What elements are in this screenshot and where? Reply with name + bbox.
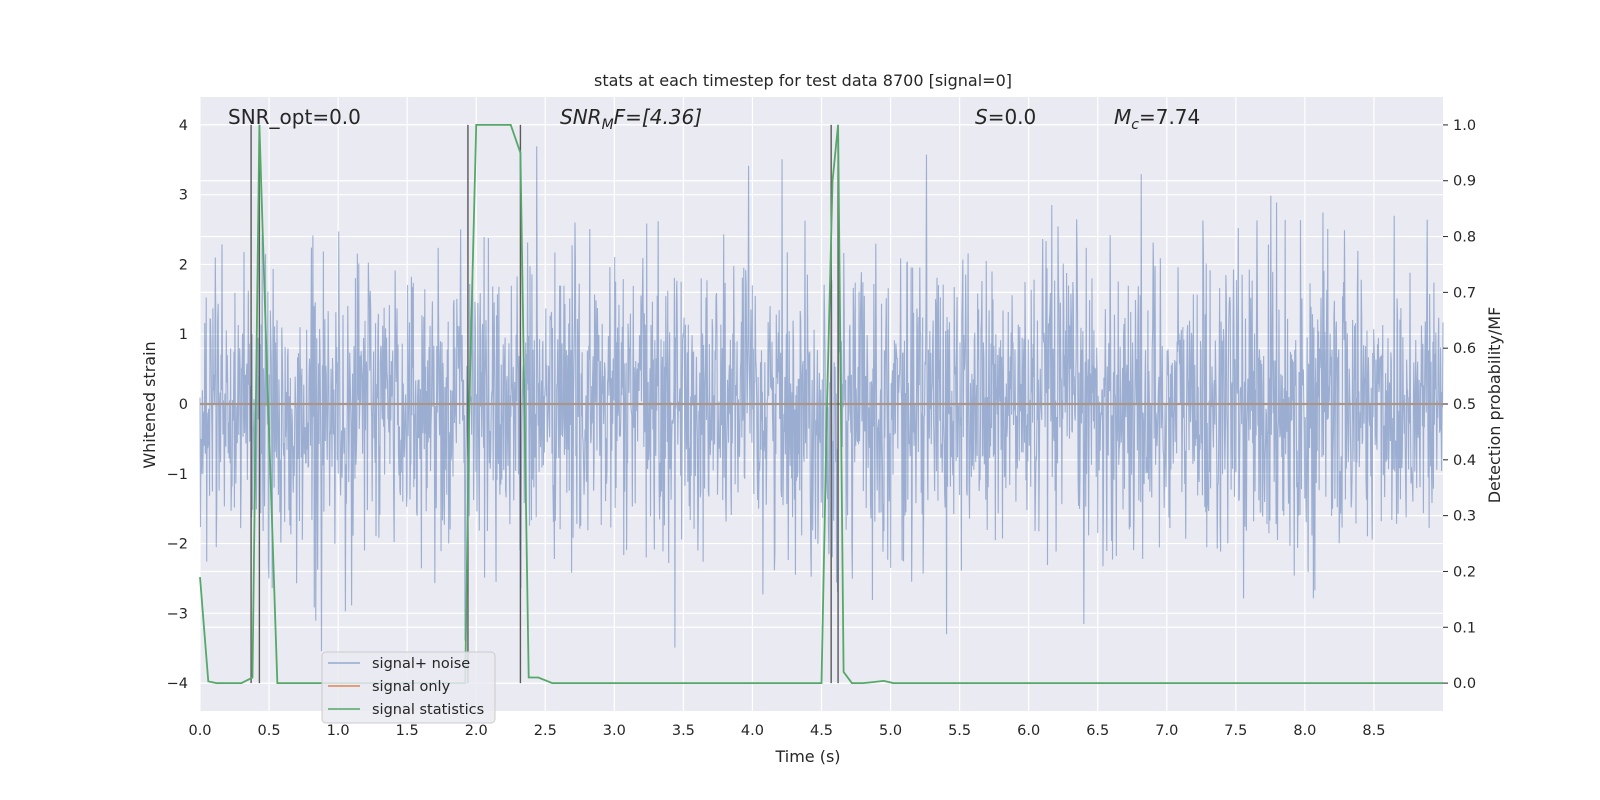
x-tick-label: 1.0 xyxy=(327,723,350,739)
x-tick-label: 2.0 xyxy=(465,723,488,739)
annotation-snr-mf: SNRMF=[4.36] xyxy=(560,105,702,133)
x-tick-label: 4.5 xyxy=(810,723,833,739)
y-tick-label: 1 xyxy=(179,327,188,343)
x-tick-label: 1.5 xyxy=(396,723,419,739)
y-right-tick-label: 0.4 xyxy=(1453,453,1476,469)
x-tick-label: 8.0 xyxy=(1293,723,1316,739)
x-tick-label: 6.0 xyxy=(1017,723,1040,739)
annotation-s-rest: =0.0 xyxy=(988,105,1037,129)
y-right-tick-label: 0.0 xyxy=(1453,676,1476,692)
annotation-mc-italic: M xyxy=(1114,105,1131,129)
x-tick-label: 0.5 xyxy=(258,723,281,739)
y-right-tick-label: 0.7 xyxy=(1453,285,1476,301)
annotation-snr-opt: SNR_opt=0.0 xyxy=(228,105,361,129)
x-axis-ticks: 0.0 0.5 1.0 1.5 2.0 2.5 3.0 3.5 4.0 4.5 5.0 5.5 6.0 6… xyxy=(188,723,1385,739)
y-right-tick-label: 0.5 xyxy=(1453,397,1476,413)
y-axis-ticks: −4 −3 −2 −1 0 1 2 3 4 xyxy=(167,118,188,692)
annotation-mc-rest: =7.74 xyxy=(1139,105,1200,129)
annotation-s-italic: S xyxy=(975,105,988,129)
legend-box xyxy=(321,651,496,724)
y-tick-label: 3 xyxy=(179,188,188,204)
y-tick-label: −3 xyxy=(167,606,188,622)
y-right-tick-label: 0.8 xyxy=(1453,230,1476,246)
annotation-snr-mf-sub: M xyxy=(602,117,614,133)
legend-label-signal-only: signal only xyxy=(372,679,451,695)
plot-area xyxy=(199,97,1444,711)
y-right-tick-label: 0.6 xyxy=(1453,341,1476,357)
legend: signal+ noise signal only signal statist… xyxy=(321,651,496,724)
y-right-tick-label: 0.9 xyxy=(1453,174,1476,190)
y-axis-label: Whitened strain xyxy=(140,341,159,468)
annotation-s: S=0.0 xyxy=(975,105,1036,129)
chart-title: stats at each timestep for test data 870… xyxy=(594,71,1012,90)
y-tick-label: −1 xyxy=(167,467,188,483)
x-tick-label: 4.0 xyxy=(741,723,764,739)
x-tick-label: 8.5 xyxy=(1362,723,1385,739)
legend-label-signal-noise: signal+ noise xyxy=(372,656,470,672)
annotation-mc: Mc=7.74 xyxy=(1114,105,1200,133)
x-tick-label: 3.5 xyxy=(672,723,695,739)
x-tick-label: 5.0 xyxy=(879,723,902,739)
signal-statistics-series xyxy=(199,124,1443,684)
x-axis-label: Time (s) xyxy=(774,747,840,766)
y-right-axis-label: Detection probability/MF xyxy=(1485,307,1504,504)
x-tick-label: 0.0 xyxy=(188,723,211,739)
y-right-tick-label: 1.0 xyxy=(1453,118,1476,134)
legend-label-signal-statistics: signal statistics xyxy=(372,702,484,718)
annotation-snr-mf-f: F=[4.36] xyxy=(614,105,702,129)
y-tick-label: −4 xyxy=(167,676,188,692)
signal-statistics-line xyxy=(199,124,1443,684)
x-tick-label: 3.0 xyxy=(603,723,626,739)
y-tick-label: −2 xyxy=(167,537,188,553)
x-tick-label: 5.5 xyxy=(948,723,971,739)
x-tick-label: 7.5 xyxy=(1224,723,1247,739)
y-tick-label: 0 xyxy=(179,397,188,413)
x-tick-label: 2.5 xyxy=(534,723,557,739)
annotation-snr-mf-base: SNR xyxy=(560,105,602,129)
y-tick-label: 4 xyxy=(179,118,188,134)
y-right-tick-label: 0.2 xyxy=(1453,564,1476,580)
signal-noise-line xyxy=(199,146,1444,652)
y-tick-label: 2 xyxy=(179,257,188,273)
x-tick-label: 7.0 xyxy=(1155,723,1178,739)
y-right-tick-label: 0.1 xyxy=(1453,620,1476,636)
y-right-tick-label: 0.3 xyxy=(1453,509,1476,525)
vertical-markers xyxy=(250,124,839,684)
signal-noise-series xyxy=(199,146,1444,652)
y-right-axis-ticks: 0.0 0.1 0.2 0.3 0.4 0.5 0.6 0.7 0.8 0.9 1.0 xyxy=(1443,118,1476,692)
annotation-mc-sub: c xyxy=(1131,117,1139,133)
x-tick-label: 6.5 xyxy=(1086,723,1109,739)
